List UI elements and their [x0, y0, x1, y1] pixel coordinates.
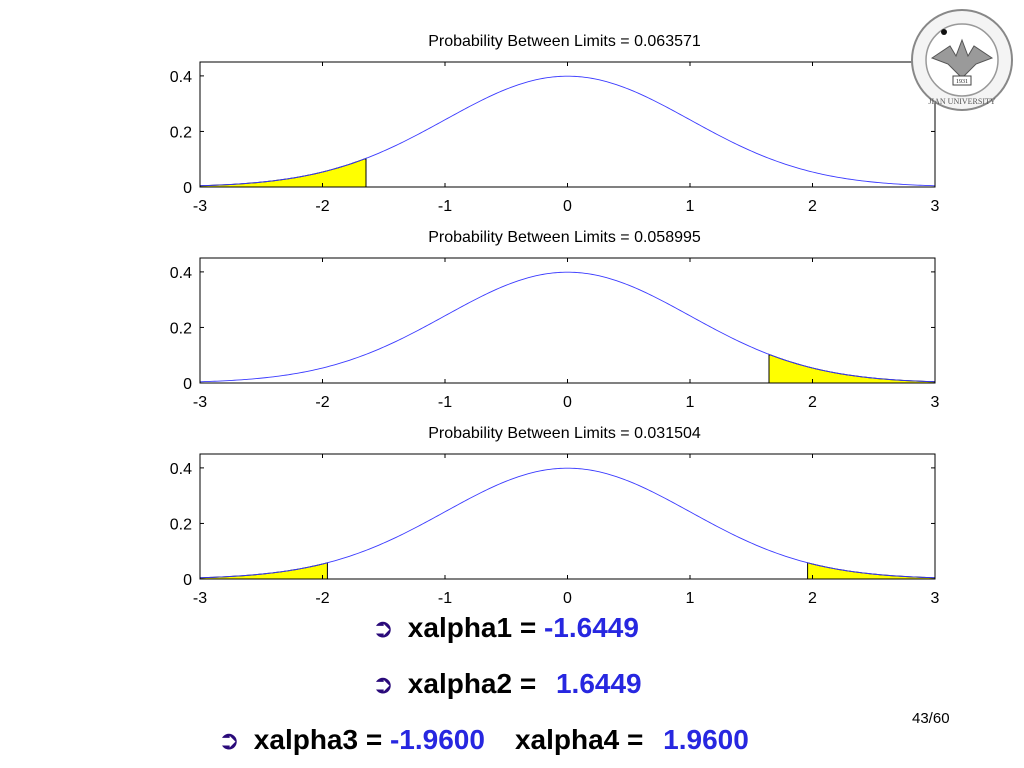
x-tick-label: -2: [315, 590, 329, 607]
xalpha1-label: xalpha1 =: [407, 612, 544, 643]
x-tick-label: -2: [315, 198, 329, 215]
shaded-tail-region: [768, 353, 936, 384]
x-tick-label: -3: [193, 394, 207, 411]
chart-panel-2: -3 -2 -1 0 1 2 3 0 0.2 0.4 Probability Between Lim…: [170, 229, 940, 411]
xalpha3-label: xalpha3 =: [253, 724, 390, 755]
y-tick-label: 0.2: [170, 124, 192, 141]
result-line-xalpha1: ➲ xalpha1 = -1.6449: [372, 612, 639, 644]
arrow-bullet-icon: ➲: [372, 669, 394, 699]
x-tick-label: 0: [563, 394, 572, 411]
x-tick-label: 1: [686, 590, 695, 607]
normal-pdf-curve: [199, 467, 936, 579]
chart-title: Probability Between Limits = 0.031504: [428, 425, 701, 442]
x-tick-label: 3: [931, 590, 940, 607]
x-tick-label: -1: [438, 198, 452, 215]
y-tick-label: 0: [183, 376, 192, 393]
x-tick-label: 3: [931, 198, 940, 215]
university-seal-logo: 1931 JIAN UNIVERSITY: [911, 9, 1013, 111]
shaded-tail-region: [199, 562, 328, 580]
xalpha4-label: xalpha4 =: [514, 724, 652, 755]
x-tick-label: -3: [193, 590, 207, 607]
x-tick-label: 0: [563, 198, 572, 215]
x-tick-label: 2: [808, 394, 817, 411]
x-tick-label: -1: [438, 590, 452, 607]
xalpha1-value: -1.6449: [543, 612, 639, 643]
y-tick-label: 0.4: [170, 69, 192, 86]
xalpha2-value: 1.6449: [555, 668, 642, 699]
arrow-bullet-icon: ➲: [372, 613, 394, 643]
normal-pdf-curve: [199, 271, 936, 383]
x-tick-label: 0: [563, 590, 572, 607]
xalpha3-value: -1.9600: [389, 724, 485, 755]
y-tick-label: 0.4: [170, 265, 192, 282]
y-tick-label: 0: [183, 180, 192, 197]
xalpha2-label: xalpha2 =: [407, 668, 544, 699]
chart-panel-3: -3 -2 -1 0 1 2 3 0 0.2 0.4 Probability Between Lim…: [170, 425, 940, 607]
axes-box: [199, 61, 936, 188]
x-tick-label: 3: [931, 394, 940, 411]
y-tick-label: 0.2: [170, 320, 192, 337]
svg-text:JIAN UNIVERSITY: JIAN UNIVERSITY: [928, 97, 996, 106]
x-tick-label: 1: [686, 394, 695, 411]
x-tick-label: 2: [808, 590, 817, 607]
y-tick-label: 0.4: [170, 461, 192, 478]
result-line-xalpha2: ➲ xalpha2 = 1.6449: [372, 668, 642, 700]
axes-box: [199, 257, 936, 384]
x-tick-label: 2: [808, 198, 817, 215]
xalpha4-value: 1.9600: [663, 724, 749, 755]
shaded-tail-region: [807, 562, 936, 580]
page-number: 43/60: [912, 710, 950, 727]
result-line-xalpha3-xalpha4: ➲ xalpha3 = -1.9600 xalpha4 = 1.9600: [218, 724, 749, 756]
y-tick-label: 0.2: [170, 516, 192, 533]
axes-box: [199, 453, 936, 580]
chart-panel-1: -3 -2 -1 0 1 2 3 0 0.2 0.4 Probability Between Lim…: [170, 33, 940, 215]
x-tick-label: 1: [686, 198, 695, 215]
arrow-bullet-icon: ➲: [218, 725, 240, 755]
x-tick-label: -2: [315, 394, 329, 411]
x-tick-label: -1: [438, 394, 452, 411]
chart-title: Probability Between Limits = 0.058995: [428, 229, 701, 246]
shaded-tail-region: [199, 157, 367, 188]
svg-text:1931: 1931: [956, 79, 968, 85]
x-tick-label: -3: [193, 198, 207, 215]
chart-title: Probability Between Limits = 0.063571: [428, 33, 701, 50]
normal-pdf-curve: [199, 75, 936, 187]
y-tick-label: 0: [183, 572, 192, 589]
